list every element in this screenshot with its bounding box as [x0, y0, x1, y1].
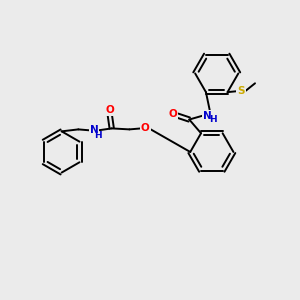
- Text: H: H: [209, 115, 217, 124]
- Text: S: S: [238, 86, 245, 96]
- Text: O: O: [105, 105, 114, 115]
- Text: O: O: [168, 109, 177, 118]
- Text: N: N: [202, 111, 211, 121]
- Text: N: N: [90, 125, 98, 135]
- Text: H: H: [94, 131, 102, 140]
- Text: O: O: [141, 123, 149, 134]
